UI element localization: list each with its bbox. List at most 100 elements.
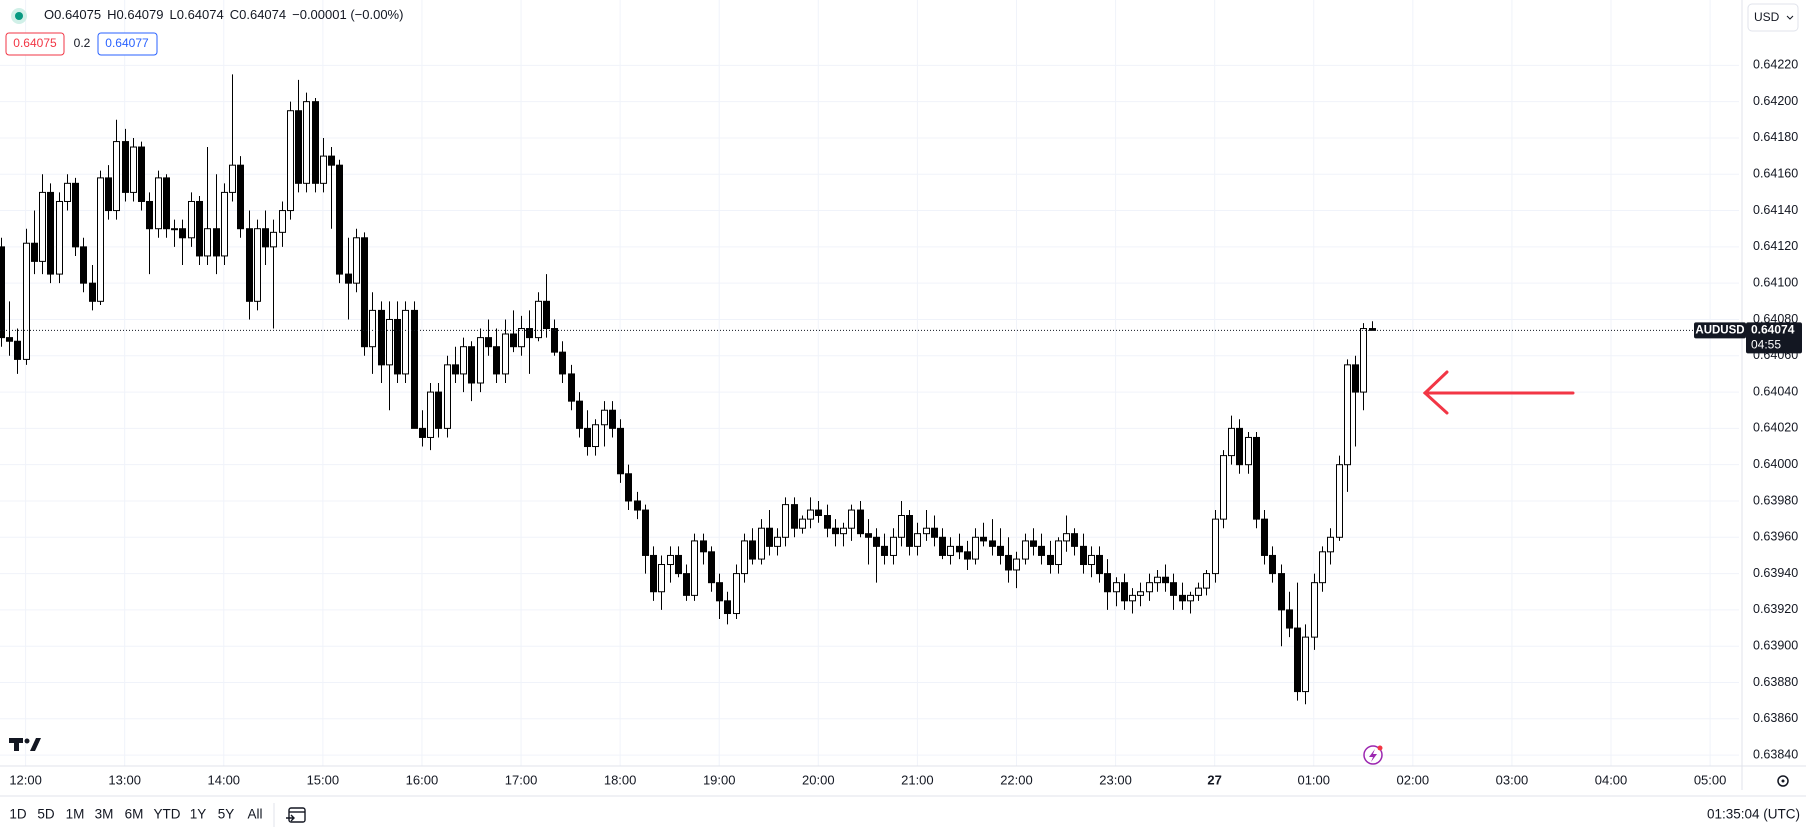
candle-body (716, 582, 723, 602)
range-button[interactable]: 6M (125, 807, 144, 822)
candle-body (939, 536, 946, 556)
candle-body (518, 328, 525, 348)
x-tick-label: 19:00 (703, 772, 736, 787)
candle-body (865, 533, 872, 538)
candle-body (328, 155, 335, 166)
candle-body (402, 309, 409, 375)
y-tick-label: 0.64200 (1753, 94, 1798, 108)
currency-button[interactable] (1747, 3, 1799, 32)
candle-body (931, 527, 938, 538)
y-tick-label: 0.63960 (1753, 530, 1798, 544)
currency[interactable]: USD (1754, 10, 1780, 24)
candle-body (89, 282, 96, 302)
x-tick-label: 14:00 (208, 772, 241, 787)
range-button[interactable]: 5D (37, 807, 55, 822)
candle-body (1080, 545, 1087, 566)
low-text: L0.64074 (170, 7, 224, 22)
candle-body (262, 228, 269, 248)
range-button[interactable]: 3M (95, 807, 114, 822)
open-text: O0.64075 (44, 7, 101, 22)
candle-body (601, 409, 608, 426)
y-tick-label: 0.63980 (1753, 493, 1798, 507)
candles (0, 74, 1376, 705)
bid-box[interactable] (5, 32, 65, 56)
candle-body (1311, 582, 1318, 638)
candle-body (625, 473, 632, 502)
candle-body (254, 228, 261, 302)
candle-body (460, 346, 467, 375)
candle-body (691, 540, 698, 596)
candle-body (857, 509, 864, 535)
candle-body (493, 346, 500, 375)
lightning-bolt (1369, 749, 1377, 762)
candle-body (1146, 582, 1153, 593)
y-tick-label: 0.64100 (1753, 275, 1798, 289)
range-button[interactable]: YTD (154, 807, 181, 822)
settings-center (1781, 779, 1785, 783)
y-tick-label: 0.63900 (1753, 638, 1798, 652)
candle-body (105, 177, 112, 212)
candle-body (1360, 328, 1367, 393)
high-text: H0.64079 (107, 7, 163, 22)
candle-body (31, 242, 38, 262)
candle-body (832, 527, 839, 535)
y-tick-label: 0.64000 (1753, 457, 1798, 471)
candle-body (700, 540, 707, 553)
x-tick-label: 15:00 (307, 772, 340, 787)
settings-icon[interactable] (1777, 775, 1789, 787)
candle-body (1113, 582, 1120, 593)
y-tick-label: 0.64180 (1753, 130, 1798, 144)
change-text: −0.00001 (−0.00%) (292, 7, 403, 22)
y-tick-label: 0.63880 (1753, 675, 1798, 689)
candle-body (468, 346, 475, 384)
candle-body (427, 391, 434, 438)
candle-body (1220, 455, 1227, 520)
candle-body (1187, 594, 1194, 602)
range-button[interactable]: 1D (9, 807, 27, 822)
candle-body (1154, 576, 1161, 584)
range-button[interactable]: 5Y (218, 807, 235, 822)
y-tick-label: 0.64040 (1753, 384, 1798, 398)
lightning-icon[interactable] (1363, 745, 1383, 765)
candle-body (848, 509, 855, 529)
candle-body (23, 242, 30, 360)
candle-body (270, 231, 277, 248)
y-tick-label: 0.64120 (1753, 239, 1798, 253)
candle-body (584, 427, 591, 448)
y-tick-label: 0.63860 (1753, 711, 1798, 725)
y-tick-label: 0.64220 (1753, 58, 1798, 72)
y-tick-label: 0.64140 (1753, 203, 1798, 217)
candle-body (345, 273, 352, 284)
symbol-tag (1694, 322, 1746, 339)
candle-body (1352, 364, 1359, 393)
candle-body (576, 400, 583, 429)
candle-body (196, 200, 203, 257)
y-tick-label: 0.64160 (1753, 167, 1798, 181)
x-tick-label: 18:00 (604, 772, 637, 787)
candle-body (1319, 551, 1326, 584)
y-tick-label: 0.64020 (1753, 421, 1798, 435)
range-button[interactable]: 1M (66, 807, 85, 822)
candle-body (815, 509, 822, 517)
candle-body (378, 309, 385, 366)
candle-body (551, 328, 558, 353)
range-button[interactable]: All (247, 807, 262, 822)
bid-price[interactable]: 0.64075 (13, 36, 57, 50)
range-button[interactable]: 1Y (190, 807, 207, 822)
candle-body (1269, 554, 1276, 575)
ask-price[interactable]: 0.64077 (105, 36, 149, 50)
candle-body (1203, 573, 1210, 589)
date-range-icon[interactable] (286, 807, 306, 823)
candle-body (1245, 436, 1252, 466)
candle-body (510, 333, 517, 348)
candle-body (477, 337, 484, 384)
candle-body (1005, 554, 1012, 571)
candle-body (1022, 540, 1029, 560)
candle-body (452, 364, 459, 375)
candle-body (592, 424, 599, 448)
candle-body (411, 309, 418, 429)
candle-body (386, 318, 393, 366)
candle-body (179, 228, 186, 239)
ask-box[interactable] (97, 32, 158, 56)
candle-body (1055, 540, 1062, 566)
